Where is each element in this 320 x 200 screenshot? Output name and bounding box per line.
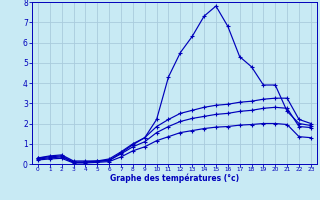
X-axis label: Graphe des températures (°c): Graphe des températures (°c)	[110, 174, 239, 183]
